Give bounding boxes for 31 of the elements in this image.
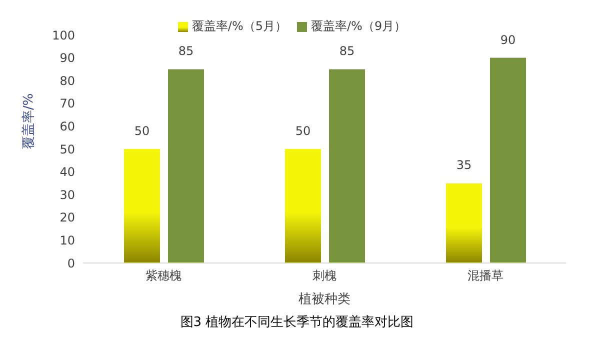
text: 图3 植物在不同生长季节的覆盖率对比图: [179, 314, 415, 331]
data-label: 50: [134, 124, 150, 138]
y-tick-label: 10: [60, 233, 75, 248]
data-label: 90: [500, 32, 516, 47]
y-tick-label: 0: [67, 256, 75, 270]
x-tick-label: 刺槐: [312, 268, 336, 283]
y-tick-label: 30: [60, 188, 75, 202]
bar: [124, 149, 160, 263]
bar: [329, 69, 365, 263]
legend-label: 覆盖率/%（9月）: [311, 19, 406, 33]
bar: [446, 183, 482, 263]
y-tick-label: 50: [60, 142, 75, 156]
y-tick-label: 100: [52, 28, 75, 42]
bar: [285, 149, 321, 263]
y-tick-label: 40: [60, 165, 75, 180]
y-tick-label: 90: [60, 51, 75, 66]
bar: [168, 69, 204, 263]
y-tick-label: 20: [60, 210, 75, 225]
bar: [490, 58, 526, 263]
y-tick-label: 60: [60, 119, 75, 134]
y-tick-label: 70: [60, 96, 75, 111]
data-label: 50: [295, 124, 311, 138]
legend-label: 覆盖率/%（5月）: [192, 19, 287, 33]
x-tick-label: 紫穗槐: [146, 268, 182, 283]
data-label: 85: [339, 44, 355, 58]
y-axis-title: 覆盖率/%: [20, 93, 37, 149]
y-tick-label: 80: [60, 74, 75, 88]
data-label: 35: [456, 158, 472, 172]
x-tick-label: 混播草: [468, 268, 504, 283]
x-axis-title: 植被种类: [298, 292, 350, 307]
data-label: 85: [178, 44, 194, 58]
